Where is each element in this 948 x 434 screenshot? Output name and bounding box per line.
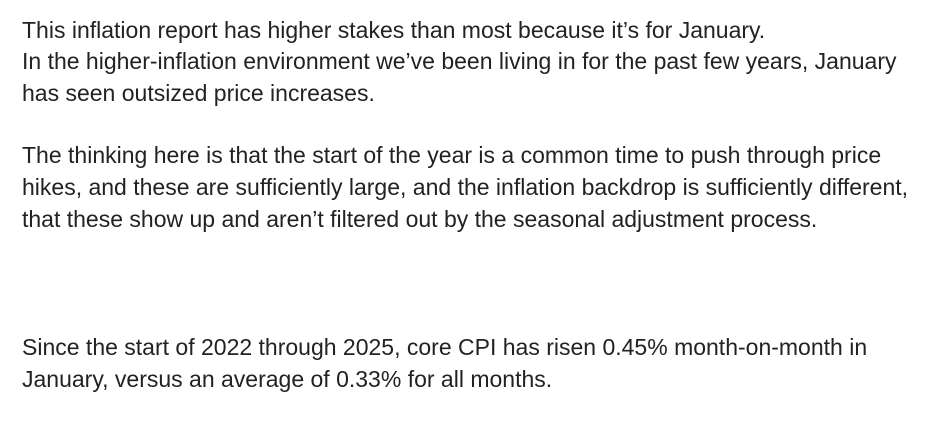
paragraph: This inflation report has higher stakes … [22,17,766,43]
paragraph: Since the start of 2022 through 2025, co… [22,334,868,392]
paragraph: In the higher-inflation environment we’v… [22,48,897,106]
paragraph: The thinking here is that the start of t… [22,142,909,232]
